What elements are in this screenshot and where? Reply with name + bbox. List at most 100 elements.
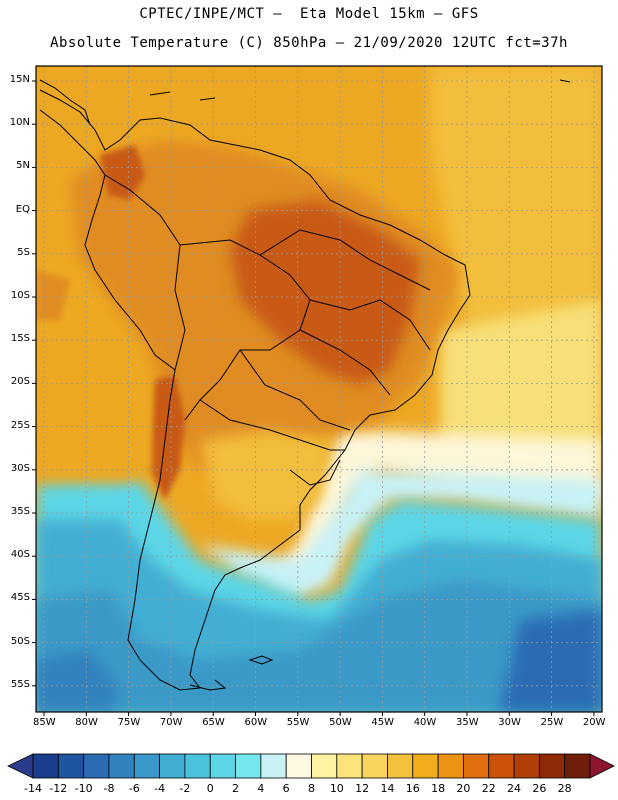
lat-label: 40S <box>10 549 30 561</box>
colorbar-label: 4 <box>257 782 265 795</box>
colorbar-swatch <box>513 753 540 779</box>
states-boundary-mid <box>309 299 431 351</box>
colorbar-label: -14 <box>24 782 42 795</box>
lat-label: 5N <box>16 160 30 172</box>
colorbar-label: 8 <box>308 782 315 795</box>
colorbar-label: 12 <box>355 782 370 795</box>
lon-label: 50W <box>329 717 352 728</box>
colorbar-label: 10 <box>329 782 344 795</box>
colorbar-swatch <box>412 753 439 779</box>
lon-label: 80W <box>75 717 98 728</box>
colorbar-swatch <box>184 753 211 779</box>
south-america-coast <box>39 89 471 691</box>
colorbar-label: -8 <box>103 782 115 795</box>
colorbar-label: 6 <box>282 782 290 795</box>
lon-label: 20W <box>582 717 606 728</box>
colorbar-label: 16 <box>405 782 420 795</box>
colorbar-swatch <box>235 753 262 779</box>
colorbar-swatch <box>336 753 363 779</box>
colorbar-swatch <box>32 753 59 779</box>
lat-label: 10N <box>9 117 30 129</box>
colorbar-extend-high <box>589 753 615 779</box>
lat-label: 20S <box>10 376 30 388</box>
field-yellow-atlantic <box>440 300 602 470</box>
colorbar-swatch <box>209 753 236 779</box>
uruguay-boundary <box>289 459 341 486</box>
colorbar-swatch <box>538 753 566 779</box>
lat-label: 10S <box>10 290 30 301</box>
lat-label: 25S <box>10 419 30 431</box>
lat-label: 15S <box>10 333 30 345</box>
central-america-coast <box>39 79 91 126</box>
field-hot-andes-strip <box>150 375 185 500</box>
states-boundary-north <box>259 229 431 291</box>
colorbar-swatch <box>311 753 338 779</box>
field-hot-core-brazil <box>230 200 420 385</box>
field-steel-south <box>36 580 602 712</box>
colorbar-label: 24 <box>507 782 522 795</box>
colorbar-label: 18 <box>431 782 446 795</box>
field-deep-southeast <box>500 610 602 712</box>
lat-label: EQ <box>15 203 30 215</box>
lat-label: 50S <box>10 635 30 647</box>
paraguay-boundary <box>239 349 351 431</box>
colorbar-label: 2 <box>232 782 240 795</box>
colorbar-swatch <box>159 753 186 779</box>
lon-label: 25W <box>540 717 564 728</box>
coastlines <box>39 79 571 691</box>
colorbar-swatch <box>83 753 110 779</box>
lon-label: 35W <box>456 717 479 728</box>
colorbar-label: 20 <box>456 782 471 795</box>
colorbar-extend-low <box>7 753 34 779</box>
colorbar-label: -10 <box>74 782 93 795</box>
colorbar-label: 0 <box>206 782 214 795</box>
colorbar-label: 26 <box>532 782 547 795</box>
colorbar-swatch <box>108 753 135 779</box>
colorbar-label: 28 <box>557 782 572 795</box>
field-deep-southwest <box>36 650 120 712</box>
field-hot-core-colombia <box>100 145 145 200</box>
colorbar-label: -12 <box>49 782 68 795</box>
map-frame <box>35 65 603 713</box>
colorbar-label: -2 <box>179 782 191 795</box>
colorbar-label: -4 <box>154 782 166 795</box>
lon-label: 40W <box>413 717 437 728</box>
lon-label: 45W <box>371 717 395 728</box>
axis-ticks <box>32 80 595 716</box>
colorbar-swatch <box>463 753 490 779</box>
colorbar-swatch <box>133 753 160 779</box>
lon-label: 60W <box>244 717 268 728</box>
colorbar-swatch <box>564 753 591 779</box>
states-boundary-south <box>299 329 391 396</box>
argentina-boundary <box>199 399 345 451</box>
lat-label: 15N <box>9 74 30 85</box>
lon-label: 85W <box>33 717 56 728</box>
colorbar-label: 22 <box>481 782 496 795</box>
colorbar-label: 14 <box>380 782 395 795</box>
lon-label: 30W <box>498 717 521 728</box>
map-subtitle: Absolute Temperature (C) 850hPa – 21/09/… <box>50 35 568 51</box>
map-title: CPTEC/INPE/MCT – Eta Model 15km – GFS <box>139 6 479 22</box>
lat-label: 45S <box>10 592 30 604</box>
colorbar-swatch <box>361 753 388 779</box>
lon-label: 75W <box>117 717 141 728</box>
colorbar-swatch <box>437 753 464 779</box>
colorbar-swatch <box>285 753 312 779</box>
graticule <box>36 66 602 712</box>
colorbar-swatch <box>488 753 515 779</box>
caribbean-islands <box>149 79 571 101</box>
field-pale-cyan-front <box>200 470 602 600</box>
tierra-del-fuego <box>189 679 227 691</box>
falklands <box>248 655 274 665</box>
lat-label: 5S <box>17 246 30 258</box>
temperature-field <box>36 66 602 712</box>
field-pacific-warm <box>36 270 70 320</box>
lat-label: 30S <box>10 462 30 474</box>
field-pacific-orange <box>36 270 150 480</box>
colorbar-label: -6 <box>128 782 140 795</box>
colorbar-swatch <box>260 753 287 779</box>
colorbar-swatch <box>387 753 414 779</box>
lat-label: 55S <box>10 678 30 690</box>
lon-label: 65W <box>202 717 225 728</box>
